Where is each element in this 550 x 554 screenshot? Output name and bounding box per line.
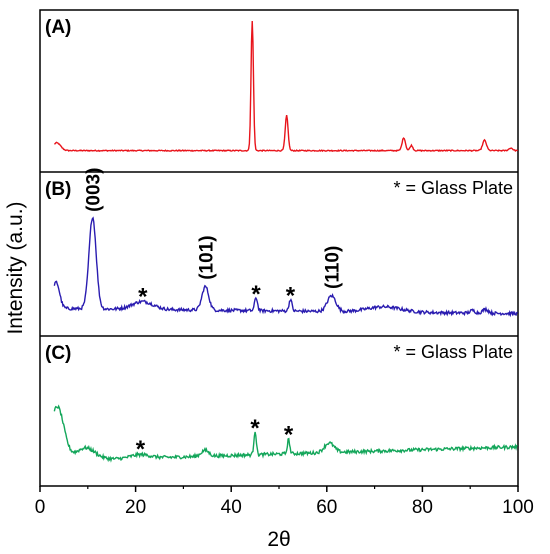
glass-peak-marker: * [250, 415, 260, 442]
glass-plate-note: * = Glass Plate [393, 178, 513, 198]
glass-peak-marker: * [136, 436, 146, 463]
peak-label: (110) [323, 246, 344, 289]
x-axis-title: 2θ [267, 528, 290, 551]
y-axis-title: Intensity (a.u.) [4, 201, 27, 334]
series-line-c [53, 404, 518, 463]
panel-label-b: (B) [45, 179, 71, 200]
x-tick-label: 40 [221, 497, 242, 518]
glass-peak-marker: * [138, 283, 148, 310]
annotation-layer: (A) (B) * = Glass Plate (003) (101) (110) * * * (… [45, 17, 513, 463]
x-tick-label: 20 [125, 497, 146, 518]
glass-plate-note: * = Glass Plate [393, 342, 513, 362]
panel-label-c: (C) [45, 343, 71, 364]
panel-label-a: (A) [45, 17, 71, 38]
peak-label: (101) [196, 235, 217, 279]
x-tick-label: 80 [412, 497, 433, 518]
series-line-a [54, 20, 519, 153]
glass-peak-marker: * [286, 283, 296, 310]
axis-layer: 0 20 40 60 80 100 [35, 486, 534, 518]
series-layer [53, 20, 519, 463]
plot-area [39, 9, 519, 487]
glass-peak-marker: * [251, 281, 261, 308]
x-tick-label: 100 [502, 497, 534, 518]
series-line-b [53, 216, 518, 318]
x-tick-label: 0 [35, 497, 46, 518]
glass-peak-marker: * [284, 422, 294, 449]
peak-label: (003) [84, 168, 105, 212]
x-tick-label: 60 [316, 497, 337, 518]
plot-frame [39, 9, 519, 487]
